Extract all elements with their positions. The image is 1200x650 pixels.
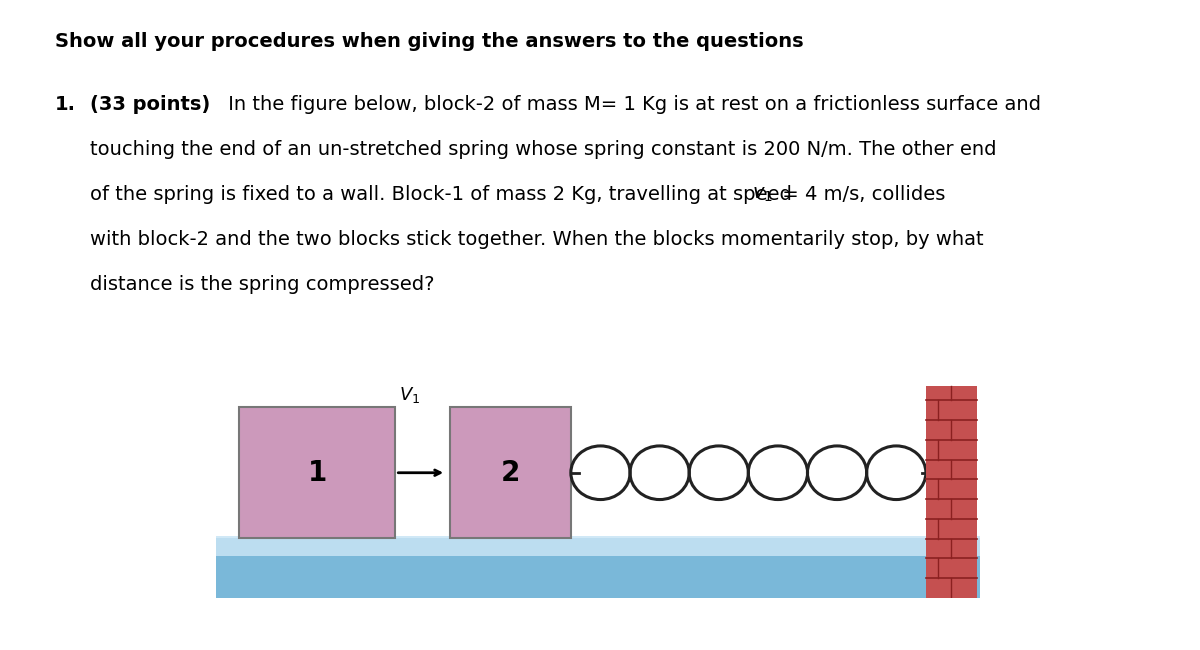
Text: of the spring is fixed to a wall. Block-1 of mass 2 Kg, travelling at speed: of the spring is fixed to a wall. Block-… (90, 185, 798, 204)
Text: $V_1$: $V_1$ (400, 385, 420, 405)
Text: = 4 m/s, collides: = 4 m/s, collides (776, 185, 946, 204)
Text: 1: 1 (307, 459, 328, 487)
Text: distance is the spring compressed?: distance is the spring compressed? (90, 275, 434, 294)
Bar (450, 408, 571, 538)
Text: 2: 2 (500, 459, 520, 487)
Text: (33 points): (33 points) (90, 95, 210, 114)
Bar (216, 536, 980, 556)
Text: touching the end of an un-stretched spring whose spring constant is 200 N/m. The: touching the end of an un-stretched spri… (90, 140, 996, 159)
Bar (240, 408, 396, 538)
Text: with block-2 and the two blocks stick together. When the blocks momentarily stop: with block-2 and the two blocks stick to… (90, 230, 984, 249)
Bar (926, 386, 977, 598)
Bar (216, 538, 980, 598)
Text: Show all your procedures when giving the answers to the questions: Show all your procedures when giving the… (55, 32, 804, 51)
Text: In the figure below, block-2 of mass M= 1 Kg is at rest on a frictionless surfac: In the figure below, block-2 of mass M= … (222, 95, 1042, 114)
Text: $v_1$: $v_1$ (752, 185, 773, 204)
Text: 1.: 1. (55, 95, 76, 114)
